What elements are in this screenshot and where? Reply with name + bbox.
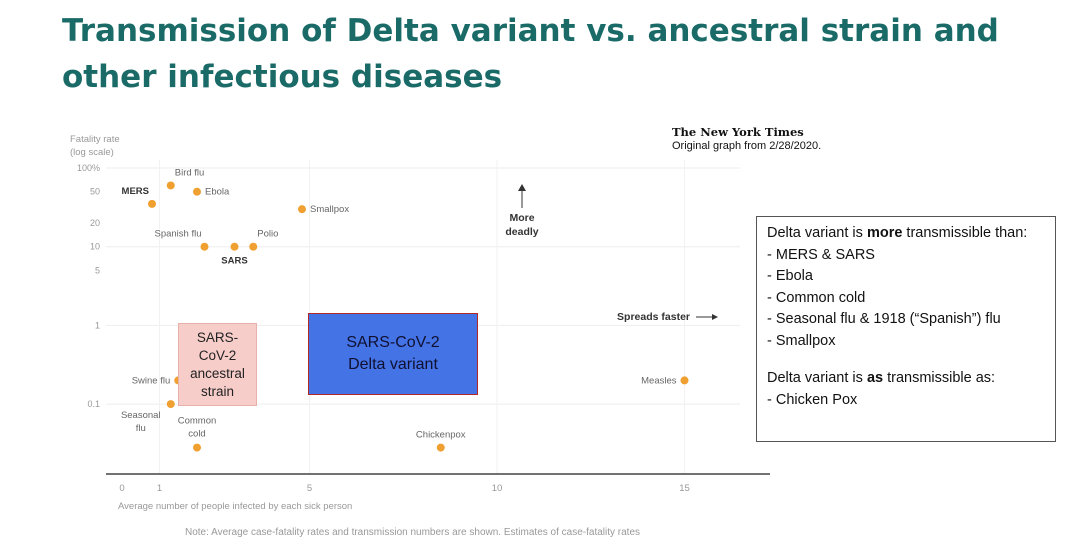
- data-label: Bird flu: [175, 167, 205, 178]
- callout-delta-variant: SARS-CoV-2 Delta variant: [308, 313, 478, 395]
- data-label: MERS: [122, 186, 149, 197]
- data-point: [200, 242, 209, 251]
- data-point: [193, 187, 201, 196]
- list-item: MERS & SARS: [767, 245, 1045, 267]
- data-label: Measles: [641, 375, 677, 386]
- data-label: Polio: [257, 229, 278, 240]
- spreads-faster-label: Spreads faster: [617, 311, 690, 323]
- more-deadly-label: deadly: [505, 226, 538, 238]
- list-item: Smallpox: [767, 331, 1045, 353]
- y-tick-label: 10: [90, 242, 100, 252]
- info-text: Delta variant is: [767, 370, 867, 386]
- data-point: [249, 242, 258, 251]
- list-item: Ebola: [767, 266, 1045, 288]
- y-axis-label: (log scale): [70, 147, 114, 158]
- data-label: cold: [188, 429, 205, 440]
- source-caption: Original graph from 2/28/2020.: [672, 140, 822, 152]
- y-tick-label: 50: [90, 187, 100, 197]
- data-label: Ebola: [205, 187, 230, 198]
- info-text: transmissible as:: [883, 370, 996, 386]
- callout-delta-line: Delta variant: [348, 356, 438, 373]
- data-label: Seasonal: [121, 410, 161, 421]
- info-as-line: Delta variant is as transmissible as:: [767, 368, 1045, 390]
- data-point: [148, 199, 156, 208]
- arrow-head-icon: [518, 184, 526, 191]
- data-label: Chickenpox: [416, 430, 466, 441]
- data-label: Spanish flu: [154, 229, 201, 240]
- info-text: Delta variant is: [767, 225, 867, 241]
- data-label: Swine flu: [132, 375, 171, 386]
- info-list: MERS & SARS Ebola Common cold Seasonal f…: [767, 245, 1045, 353]
- callout-ancestral-line: ancestral: [190, 365, 245, 381]
- callout-ancestral-line: strain: [200, 383, 234, 399]
- x-tick-label: 15: [679, 483, 690, 494]
- callout-ancestral-line: CoV-2: [198, 347, 237, 363]
- list-item: Seasonal flu & 1918 (“Spanish”) flu: [767, 309, 1045, 331]
- x-axis-label: Average number of people infected by eac…: [118, 501, 352, 512]
- callout-ancestral-strain: SARS- CoV-2 ancestral strain: [178, 323, 257, 406]
- info-text: transmissible than:: [902, 225, 1028, 241]
- data-point: [193, 443, 201, 452]
- data-point: [436, 443, 445, 452]
- nyt-logo: The New York Times: [672, 125, 804, 139]
- info-box: Delta variant is more transmissible than…: [756, 216, 1056, 442]
- data-point: [166, 181, 175, 190]
- data-label: SARS: [221, 256, 247, 267]
- y-tick-label: 5: [95, 265, 100, 275]
- info-emphasis: more: [866, 225, 903, 241]
- x-tick-label: 0: [119, 483, 124, 494]
- y-axis-label: Fatality rate: [70, 134, 120, 145]
- data-point: [166, 400, 175, 409]
- more-deadly-label: More: [509, 212, 534, 224]
- footnote: Note: Average case-fatality rates and tr…: [185, 527, 641, 538]
- data-point: [680, 376, 689, 385]
- list-item: Common cold: [767, 288, 1045, 310]
- x-tick-label: 5: [307, 483, 312, 494]
- source-credit: The New York Times Original graph from 2…: [672, 125, 821, 153]
- data-point: [230, 242, 239, 251]
- info-emphasis: as: [866, 370, 884, 386]
- data-label: flu: [136, 423, 146, 434]
- info-more-line: Delta variant is more transmissible than…: [767, 223, 1045, 245]
- y-tick-label: 20: [90, 218, 100, 228]
- y-tick-label: 1: [95, 320, 100, 330]
- x-tick-label: 1: [157, 483, 162, 494]
- arrow-head-icon: [712, 314, 718, 320]
- y-tick-label: 0.1: [87, 399, 100, 409]
- data-point: [298, 205, 306, 214]
- data-label: Common: [178, 416, 217, 427]
- info-chickenpox-line: - Chicken Pox: [767, 391, 858, 408]
- x-tick-label: 10: [492, 483, 503, 494]
- slide-title: Transmission of Delta variant vs. ancest…: [62, 13, 999, 95]
- y-tick-label: 100%: [77, 163, 100, 173]
- callout-ancestral-line: SARS-: [196, 329, 239, 345]
- callout-delta-line: SARS-CoV-2: [346, 334, 440, 351]
- data-label: Smallpox: [310, 204, 349, 215]
